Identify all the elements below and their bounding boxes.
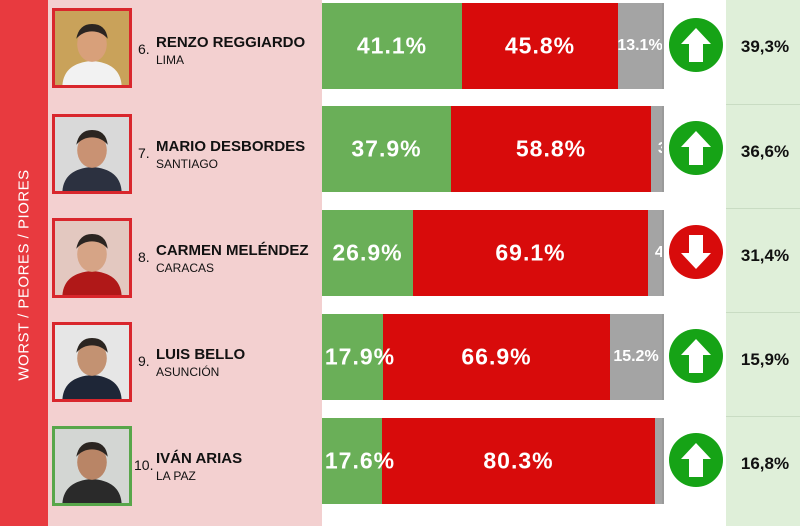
arrow-up-icon xyxy=(681,131,711,165)
bar-other xyxy=(651,106,662,192)
bar-approve xyxy=(322,106,451,192)
ranking-row: 9. LUIS BELLO ASUNCIÓN 17.9% 66.9% 15.2% 15,9% xyxy=(0,312,800,416)
bar-disapprove xyxy=(462,3,618,89)
ranking-row: 8. CARMEN MELÉNDEZ CARACAS 26.9% 69.1% 4.0 31,… xyxy=(0,208,800,312)
disapprove-label: 69.1% xyxy=(495,239,566,266)
previous-value: 16,8% xyxy=(740,454,790,473)
other-label: 13.1% xyxy=(617,37,662,54)
bar-approve xyxy=(322,210,413,296)
bar-approve xyxy=(322,3,462,89)
candidate-name: MARIO DESBORDES xyxy=(156,138,306,155)
trend-indicator xyxy=(669,329,723,383)
rank-number: 9. xyxy=(138,353,150,369)
portrait-icon xyxy=(55,429,129,503)
previous-value: 31,4% xyxy=(740,246,790,265)
rank-number: 10. xyxy=(134,457,154,473)
candidate-city: ASUNCIÓN xyxy=(156,365,220,379)
bar-approve xyxy=(322,314,383,400)
arrow-up-icon xyxy=(681,28,711,62)
bar-other xyxy=(610,314,662,400)
approve-label: 17.9% xyxy=(324,343,396,370)
candidate-city: LIMA xyxy=(156,53,185,67)
candidate-name: LUIS BELLO xyxy=(156,346,246,363)
approve-label: 26.9% xyxy=(332,239,403,266)
row-separator xyxy=(726,104,800,105)
ranking-row: 6. RENZO REGGIARDO LIMA 41.1% 45.8% 13.1% 39,3… xyxy=(0,0,800,104)
portrait-icon xyxy=(55,11,129,85)
bar-disapprove xyxy=(451,106,651,192)
row-separator xyxy=(726,416,800,417)
approve-label: 17.6% xyxy=(324,447,396,474)
candidate-city: SANTIAGO xyxy=(156,157,219,171)
bar-disapprove xyxy=(383,314,610,400)
candidate-photo xyxy=(52,218,132,298)
candidate-photo xyxy=(52,114,132,194)
portrait-icon xyxy=(55,325,129,399)
previous-values-panel xyxy=(726,0,800,526)
approval-bar: 17.9% 66.9% 15.2% xyxy=(322,314,662,400)
arrow-up-icon xyxy=(681,443,711,477)
bar-other xyxy=(648,210,662,296)
previous-value: 36,6% xyxy=(740,142,790,161)
rank-number: 6. xyxy=(138,41,150,57)
approve-label: 37.9% xyxy=(351,135,422,162)
rank-number: 7. xyxy=(138,145,150,161)
candidate-city: LA PAZ xyxy=(156,469,196,483)
trend-indicator xyxy=(669,433,723,487)
candidate-name: CARMEN MELÉNDEZ xyxy=(156,242,309,259)
arrow-down-icon xyxy=(681,235,711,269)
disapprove-label: 80.3% xyxy=(483,447,554,474)
bar-disapprove xyxy=(413,210,648,296)
portrait-icon xyxy=(55,221,129,295)
disapprove-label: 58.8% xyxy=(515,135,587,162)
rank-number: 8. xyxy=(138,249,150,265)
approval-bar: 26.9% 69.1% 4.0 xyxy=(322,210,662,296)
bar-disapprove xyxy=(382,418,655,504)
other-label: 3.3 xyxy=(658,140,662,158)
ranking-row: 7. MARIO DESBORDES SANTIAGO 37.9% 58.8% 3.3 36… xyxy=(0,104,800,208)
side-band: WORST / PEORES / PIORES xyxy=(0,0,48,526)
arrow-up-icon xyxy=(681,339,711,373)
approve-label: 41.1% xyxy=(356,32,428,59)
candidate-photo xyxy=(52,322,132,402)
trend-indicator xyxy=(669,18,723,72)
approval-bar: 41.1% 45.8% 13.1% xyxy=(322,3,662,89)
previous-value: 15,9% xyxy=(740,350,790,369)
bar-other xyxy=(618,3,662,89)
approval-bar: 37.9% 58.8% 3.3 xyxy=(322,106,662,192)
bar-other xyxy=(655,418,662,504)
row-separator xyxy=(726,208,800,209)
candidate-name: RENZO REGGIARDO xyxy=(156,34,306,51)
candidate-city: CARACAS xyxy=(156,261,215,275)
other-label: 15.2% xyxy=(613,348,659,365)
row-separator xyxy=(726,312,800,313)
other-label: 4.0 xyxy=(654,244,662,261)
bar-approve xyxy=(322,418,382,504)
disapprove-label: 45.8% xyxy=(504,32,576,59)
candidate-photo xyxy=(52,8,132,88)
previous-value: 39,3% xyxy=(740,37,790,56)
trend-indicator xyxy=(669,225,723,279)
approval-bar: 17.6%80.3%2.1 xyxy=(322,418,662,504)
trend-indicator xyxy=(669,121,723,175)
disapprove-label: 66.9% xyxy=(461,343,532,370)
candidate-name: IVÁN ARIAS xyxy=(156,450,243,467)
portrait-icon xyxy=(55,117,129,191)
candidate-photo xyxy=(52,426,132,506)
